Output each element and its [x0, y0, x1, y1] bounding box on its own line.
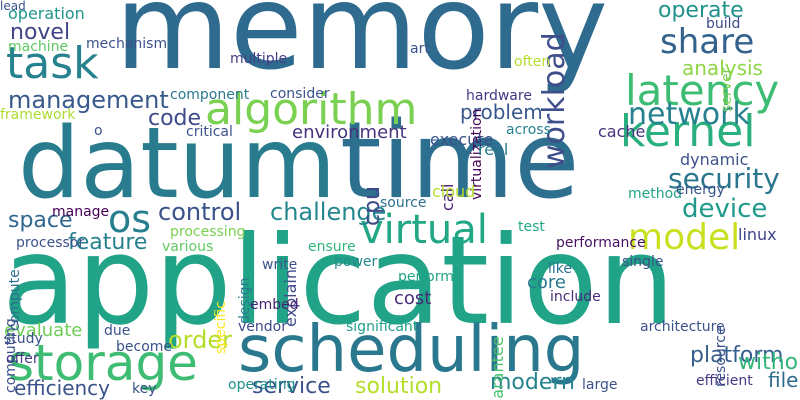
word-multiple: multiple	[230, 51, 288, 67]
word-analysis: analysis	[682, 56, 763, 80]
word-include: include	[550, 289, 601, 305]
word-network: network	[628, 97, 750, 132]
word-task: task	[6, 38, 99, 89]
word-o: o	[94, 123, 103, 139]
word-application: application	[2, 210, 675, 352]
word-significant: significant	[346, 319, 419, 335]
word-operating: operating	[228, 377, 296, 393]
word-like: like	[548, 261, 573, 277]
word-key: key	[132, 381, 157, 397]
word-datum: datum	[18, 107, 337, 221]
word-novel: novel	[10, 20, 71, 45]
word-processing: processing	[170, 224, 246, 240]
word-often: often	[514, 54, 551, 70]
word-single: single	[622, 254, 664, 270]
word-build: build	[706, 16, 741, 32]
word-cloud: cloud	[432, 182, 476, 201]
word-embed: embed	[250, 297, 299, 313]
word-power: power	[334, 254, 378, 270]
word-core: core	[527, 272, 566, 293]
word-art: art	[410, 41, 430, 57]
word-write: write	[262, 257, 298, 273]
word-model: model	[628, 217, 741, 258]
word-feature: feature	[68, 230, 148, 255]
word-file: file	[768, 368, 799, 392]
word-efficiency: efficiency	[14, 376, 111, 400]
word-management: management	[8, 86, 169, 114]
word-lead: lead	[0, 0, 26, 13]
word-space: space	[8, 208, 73, 233]
word-scheduling: scheduling	[238, 313, 585, 387]
word-virtual: virtual	[360, 207, 488, 253]
word-os: os	[108, 197, 152, 241]
word-cache: cache	[598, 122, 646, 141]
word-server: server	[719, 67, 735, 112]
word-mechanism: mechanism	[86, 36, 168, 52]
word-consider: consider	[270, 86, 330, 102]
word-memory: memory	[115, 0, 609, 96]
word-modern: modern	[490, 370, 575, 395]
word-solution: solution	[355, 374, 443, 399]
word-operate: operate	[658, 0, 744, 23]
word-large: large	[582, 377, 618, 393]
word-perform: perform	[398, 269, 454, 285]
word-workload: workload	[537, 32, 572, 169]
word-due: due	[104, 323, 131, 339]
word-share: share	[660, 22, 755, 62]
word-service: service	[252, 374, 331, 399]
word-specific: specific	[213, 301, 229, 354]
word-latency: latency	[625, 66, 780, 115]
word-storage: storage	[8, 334, 198, 392]
word-component: component	[170, 87, 250, 103]
word-real: real	[478, 140, 509, 159]
word-processor: processor	[16, 235, 85, 251]
word-algorithm: algorithm	[205, 84, 418, 135]
word-various: various	[162, 239, 214, 255]
word-test: test	[518, 219, 545, 235]
word-guarantee: guarantee	[488, 336, 507, 400]
word-time: time	[340, 99, 580, 222]
word-offer: offer	[6, 351, 39, 367]
word-ensure: ensure	[308, 239, 356, 255]
word-vendor: vendor	[238, 319, 287, 335]
word-security: security	[668, 162, 780, 195]
word-hardware: hardware	[466, 88, 532, 104]
word-performance: performance	[556, 235, 646, 251]
word-operation: operation	[8, 4, 85, 23]
word-energy: energy	[676, 182, 725, 198]
word-order: order	[168, 326, 232, 354]
word-control: control	[158, 198, 242, 226]
word-critical: critical	[186, 124, 233, 140]
word-device: device	[682, 194, 768, 224]
word-dynamic: dynamic	[680, 150, 749, 169]
word-evaluate: evaluate	[4, 320, 83, 341]
word-framework: framework	[0, 107, 76, 123]
word-problem: problem	[460, 100, 543, 124]
word-cost: cost	[394, 288, 432, 309]
word-manage: manage	[52, 204, 110, 220]
word-without: without	[738, 350, 800, 375]
word-machine: machine	[8, 39, 69, 55]
word-source: source	[380, 195, 427, 211]
word-execute: execute	[430, 130, 494, 149]
word-become: become	[116, 339, 173, 355]
word-platform: platform	[690, 343, 784, 368]
word-method: method	[628, 186, 683, 202]
word-kernel: kernel	[620, 106, 756, 157]
word-environment: environment	[292, 122, 407, 143]
word-linux: linux	[738, 225, 777, 244]
word-architecture: architecture	[640, 319, 725, 335]
word-code: code	[148, 106, 202, 131]
word-efficient: efficient	[696, 373, 753, 389]
word-study: study	[4, 331, 43, 347]
word-challenge: challenge	[270, 198, 387, 226]
word-across: across	[506, 122, 551, 138]
